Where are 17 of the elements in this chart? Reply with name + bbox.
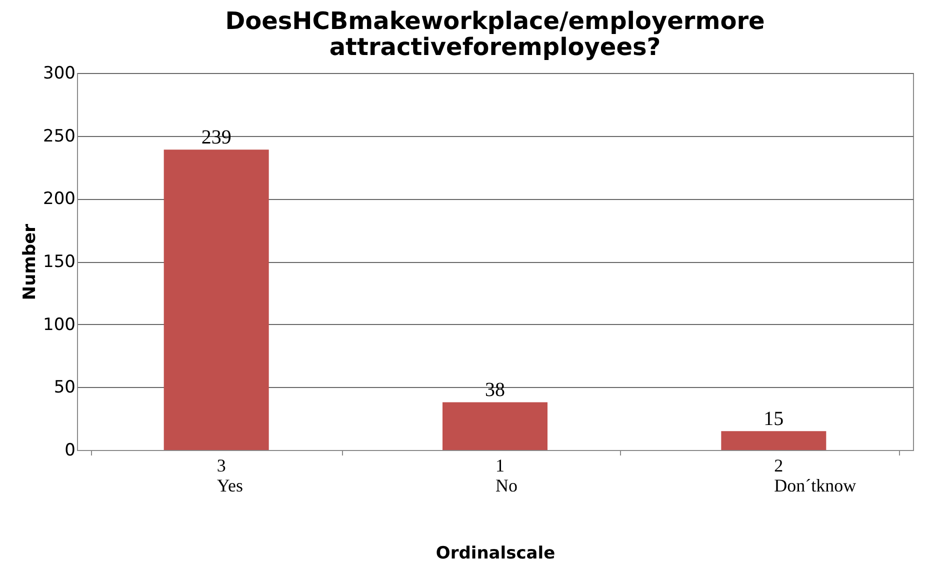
chart-title: DoesHCBmakeworkplace/employermore attractiveforemployees? xyxy=(225,7,765,61)
data-label: 15 xyxy=(764,408,784,430)
y-axis-title: Number xyxy=(20,223,40,300)
x-axis-title: Ordinalscale xyxy=(436,544,556,564)
y-tick-label: 300 xyxy=(43,64,76,84)
y-tick-label: 200 xyxy=(43,189,76,210)
y-tick-label: 150 xyxy=(43,252,76,272)
y-tick-label: 250 xyxy=(43,126,76,146)
x-tick-label: 3 Yes xyxy=(216,456,244,496)
bar xyxy=(721,431,826,450)
bar xyxy=(442,402,548,450)
x-tick-label: 1 No xyxy=(496,456,518,496)
x-tick-label: 2 Don´tknow xyxy=(774,456,856,496)
y-tick-label: 100 xyxy=(43,314,76,335)
y-tick-label: 0 xyxy=(64,440,76,460)
bar xyxy=(164,150,269,450)
y-tick-label: 50 xyxy=(54,378,76,398)
